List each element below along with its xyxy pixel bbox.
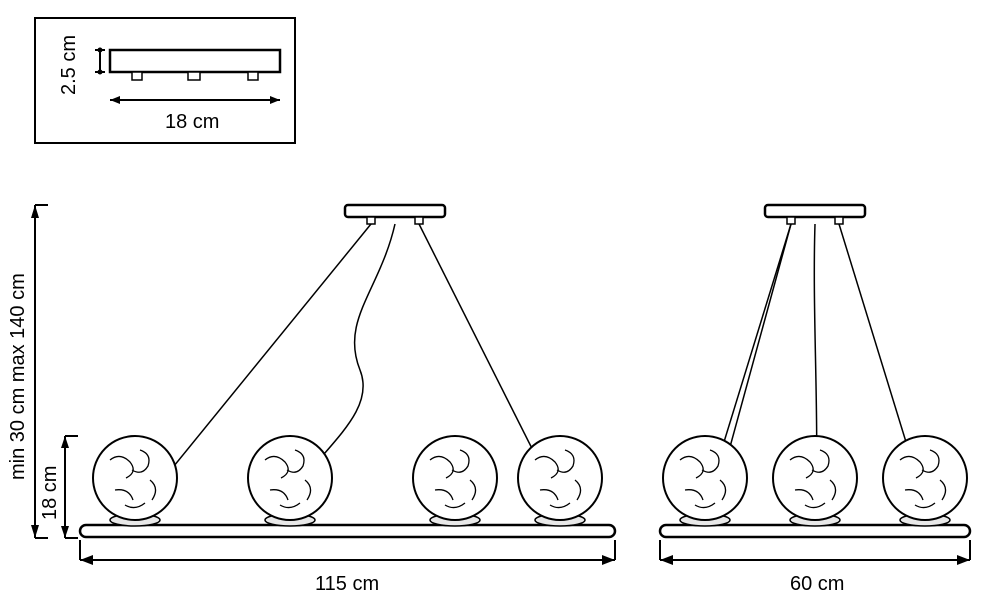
- front-view: 115 cm: [80, 205, 615, 595]
- front-width-label: 115 cm: [315, 573, 379, 595]
- inset-height-label: 2.5 cm: [58, 35, 80, 95]
- globe: [413, 436, 497, 526]
- globe: [773, 436, 857, 526]
- globe: [663, 436, 747, 526]
- inset-width-label: 18 cm: [165, 111, 219, 133]
- globe: [518, 436, 602, 526]
- globe-height-dimension: 18 cm: [39, 436, 78, 538]
- globe: [93, 436, 177, 526]
- inset-detail: 2.5 cm 18 cm: [35, 18, 295, 143]
- globe: [883, 436, 967, 526]
- side-view: 60 cm: [660, 205, 970, 595]
- height-label: min 30 cm max 140 cm: [7, 273, 29, 480]
- globe: [248, 436, 332, 526]
- globe-height-label: 18 cm: [39, 466, 61, 520]
- diagram-canvas: 2.5 cm 18 cm min 30 cm max 140 cm 18 cm: [0, 0, 1000, 616]
- side-width-label: 60 cm: [790, 573, 844, 595]
